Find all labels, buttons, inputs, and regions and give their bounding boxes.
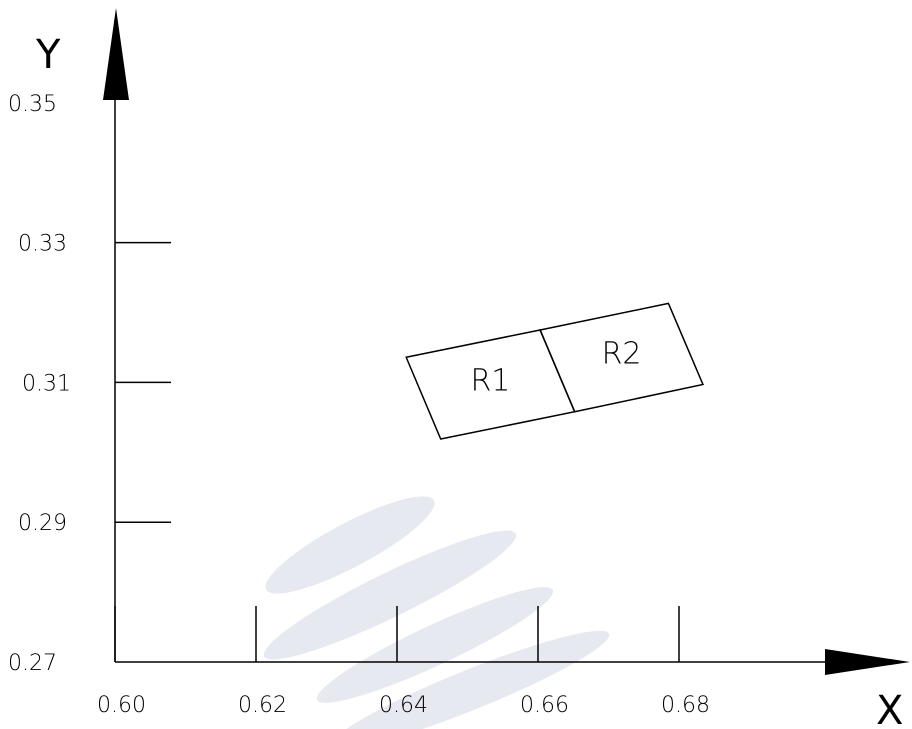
watermark-logo [263,496,610,729]
y-tick-label: 0.31 [22,371,71,396]
ticks: 0.60 0.62 0.64 0.66 0.68 0.27 0.29 0.31 0.33 0.35 [8,92,710,718]
x-tick-label: 0.64 [379,693,428,718]
region-label-r2: R2 [602,336,642,371]
x-tick-label: 0.68 [661,693,710,718]
y-axis-title: Y [35,32,61,78]
y-axis-arrow [103,8,129,100]
x-tick-label: 0.62 [238,693,287,718]
y-tick-label: 0.35 [8,92,57,117]
region-label-r1: R1 [470,363,510,398]
axes [103,8,910,675]
x-axis-arrow [825,649,910,675]
y-tick-label: 0.27 [8,651,57,676]
regions: R1 R2 [405,302,705,440]
x-tick-label: 0.60 [97,693,146,718]
y-tick-label: 0.33 [18,232,67,257]
y-tick-label: 0.29 [18,511,67,536]
x-tick-label: 0.66 [520,693,569,718]
region-r2 [539,302,705,413]
x-axis-title: X [876,688,903,729]
